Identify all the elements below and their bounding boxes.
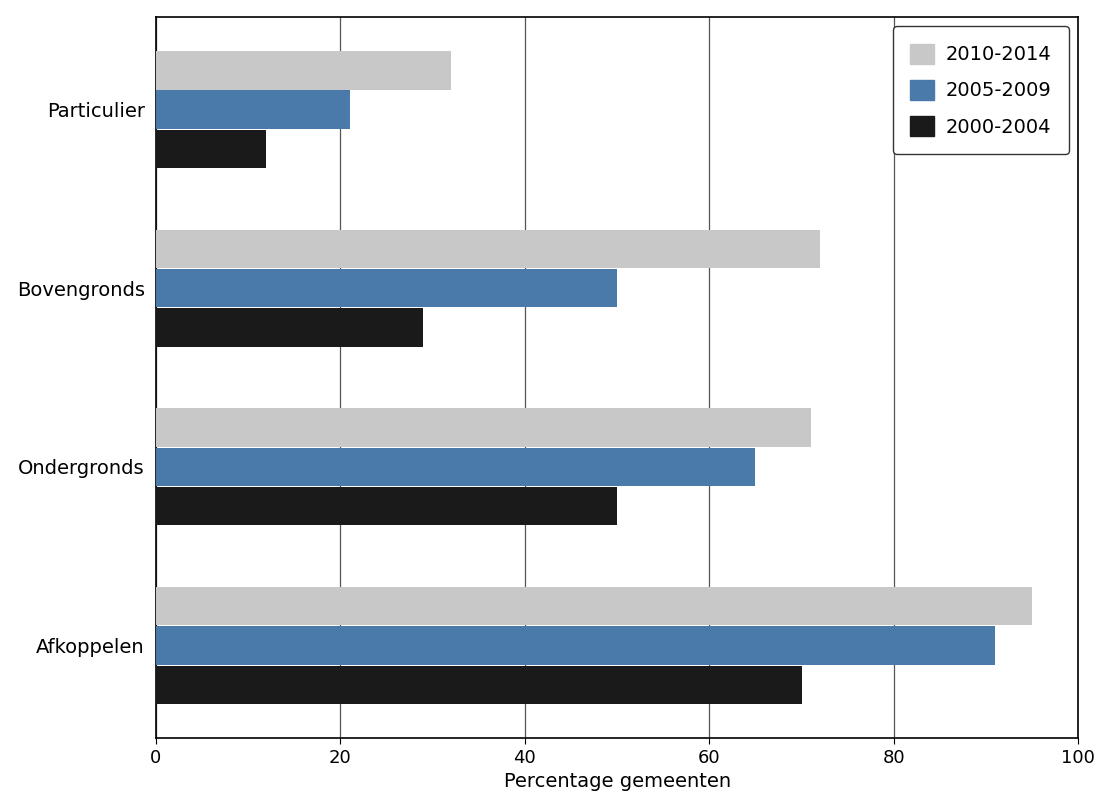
Bar: [156, 448, 755, 486]
Bar: [156, 487, 617, 525]
Bar: [156, 229, 820, 268]
X-axis label: Percentage gemeenten: Percentage gemeenten: [504, 772, 731, 791]
Bar: [156, 666, 802, 704]
Bar: [156, 51, 451, 90]
Legend: 2010-2014, 2005-2009, 2000-2004: 2010-2014, 2005-2009, 2000-2004: [893, 27, 1069, 154]
Bar: [156, 408, 811, 447]
Bar: [156, 90, 349, 128]
Bar: [156, 129, 267, 168]
Bar: [156, 308, 424, 347]
Bar: [156, 626, 995, 665]
Bar: [156, 587, 1032, 625]
Bar: [156, 269, 617, 308]
